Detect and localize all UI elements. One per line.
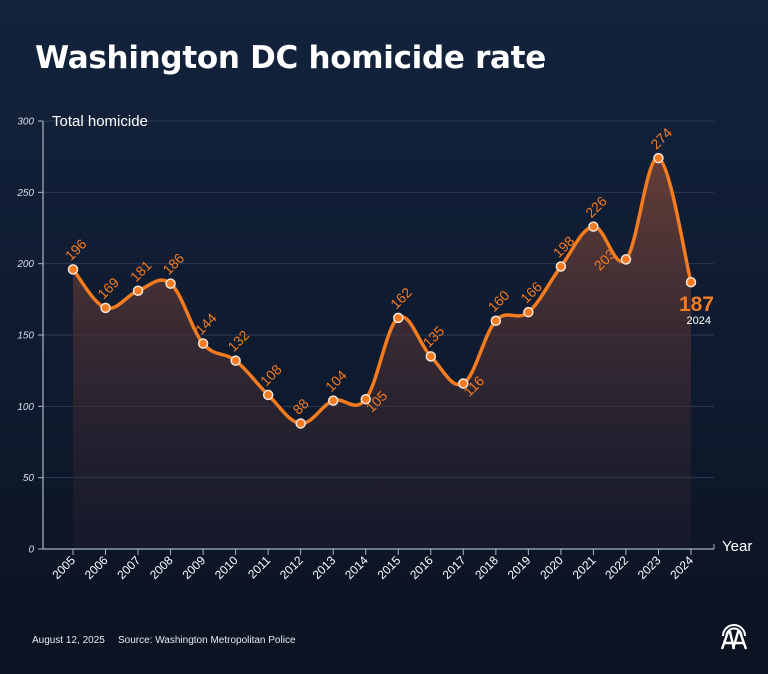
data-label: 108	[257, 361, 285, 389]
y-tick-label: 250	[16, 188, 34, 199]
footer-source: Source: Washington Metropolitan Police	[118, 635, 296, 646]
data-point	[197, 338, 209, 349]
data-label: 162	[387, 284, 415, 312]
data-point	[132, 285, 144, 297]
data-point	[653, 152, 664, 164]
y-tick-label: 0	[28, 545, 34, 556]
data-point	[620, 254, 632, 265]
x-tick-label: 2018	[472, 553, 501, 582]
data-label: 274	[647, 124, 675, 152]
x-tick-label: 2014	[342, 553, 371, 582]
data-point	[393, 312, 404, 324]
area-fill	[73, 157, 691, 549]
data-point	[262, 389, 274, 401]
x-tick-label: 2010	[212, 553, 241, 582]
x-tick-label: 2007	[114, 553, 143, 582]
x-tick-label: 2016	[407, 553, 436, 582]
data-label: 132	[224, 327, 252, 355]
x-tick-label: 2017	[440, 553, 469, 582]
y-axis-label: Total homicide	[52, 113, 148, 130]
x-tick-label: 2006	[82, 553, 111, 582]
x-tick-label: 2022	[602, 553, 631, 582]
aa-logo-icon	[720, 624, 748, 650]
y-tick-label: 300	[17, 117, 34, 128]
data-point	[327, 395, 339, 406]
data-label: 196	[62, 236, 90, 264]
x-tick-label: 2013	[310, 553, 339, 582]
highlight-year: 2024	[687, 315, 711, 327]
footer-date: August 12, 2025	[32, 635, 105, 646]
x-tick-label: 2005	[49, 553, 78, 582]
chart-title: Washington DC homicide rate	[35, 40, 546, 76]
x-tick-label: 2015	[375, 553, 404, 582]
data-label: 226	[582, 193, 610, 221]
x-tick-label: 2024	[667, 553, 696, 582]
data-label: 186	[159, 250, 187, 278]
x-tick-label: 2012	[277, 553, 306, 582]
data-point	[67, 264, 79, 275]
data-point	[230, 355, 241, 366]
data-point	[425, 351, 437, 362]
data-point	[685, 276, 697, 288]
x-axis-label: Year	[722, 538, 752, 555]
x-tick-label: 2011	[245, 553, 273, 581]
data-point	[295, 418, 306, 429]
y-tick-label: 200	[16, 259, 34, 270]
x-tick-label: 2009	[179, 553, 208, 582]
data-point	[360, 393, 371, 405]
x-tick-label: 2021	[570, 553, 599, 582]
data-point	[555, 261, 567, 272]
y-tick-label: 100	[17, 402, 34, 413]
data-label: 181	[127, 257, 155, 285]
data-point	[165, 278, 176, 289]
data-point	[588, 221, 599, 232]
data-label: 169	[94, 274, 122, 302]
x-tick-label: 2008	[147, 553, 176, 582]
x-tick-label: 2019	[505, 553, 534, 582]
highlight-value: 187	[679, 293, 714, 316]
data-label: 104	[322, 367, 350, 395]
x-tick-label: 2020	[537, 553, 566, 582]
x-tick-label: 2023	[635, 553, 664, 582]
y-tick-label: 150	[17, 331, 34, 342]
data-point	[458, 378, 469, 389]
data-point	[490, 315, 502, 326]
data-label: 160	[485, 287, 513, 315]
data-label: 88	[289, 395, 311, 417]
data-point	[523, 306, 534, 318]
data-point	[100, 302, 111, 314]
y-tick-label: 50	[23, 473, 35, 484]
